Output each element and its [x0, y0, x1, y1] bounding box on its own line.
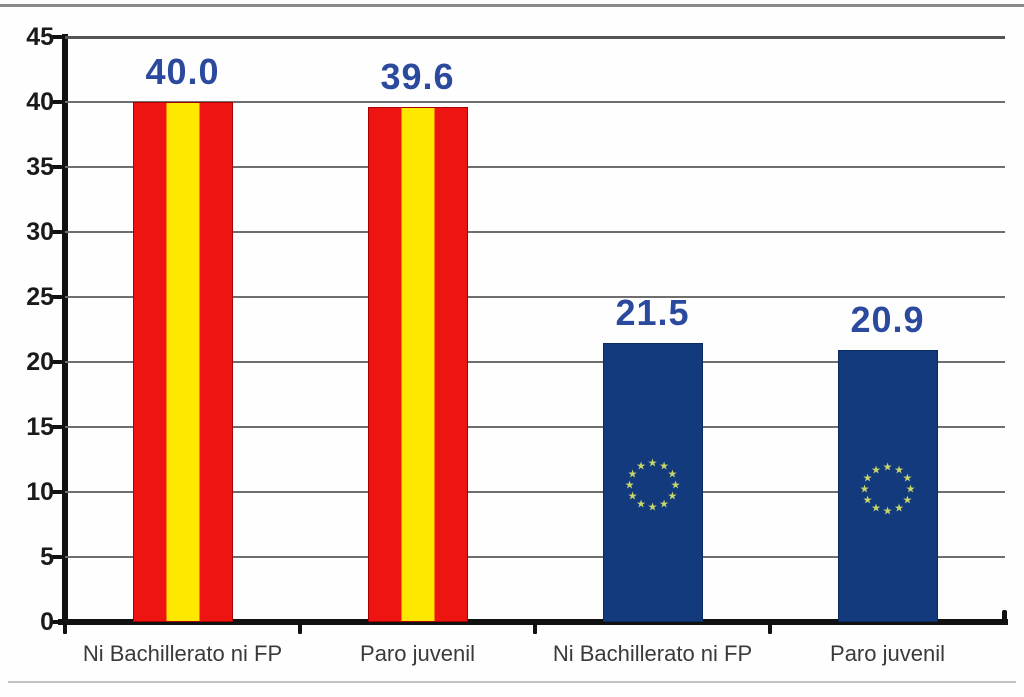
eu-star-icon: ★ — [667, 468, 678, 481]
x-axis-tick — [298, 624, 302, 634]
y-axis-tick — [50, 100, 63, 104]
y-axis-tick — [50, 425, 63, 429]
y-axis-tick-label: 25 — [26, 283, 54, 311]
gridline — [65, 101, 1005, 103]
eu-star-icon: ★ — [667, 490, 678, 503]
y-axis-tick-label: 45 — [26, 23, 54, 51]
bar-spain — [132, 102, 233, 622]
y-axis-tick-label: 35 — [26, 153, 54, 181]
y-axis-tick — [50, 360, 63, 364]
eu-star-icon: ★ — [627, 468, 638, 481]
gridline — [65, 36, 1005, 39]
y-axis-tick — [50, 295, 63, 299]
eu-star-icon: ★ — [636, 460, 646, 473]
bar-eu — [837, 350, 938, 622]
eu-star-icon: ★ — [636, 498, 646, 511]
eu-star-icon: ★ — [862, 494, 873, 507]
eu-star-icon: ★ — [659, 498, 669, 511]
y-axis-tick — [50, 35, 63, 39]
y-axis-line — [62, 34, 68, 625]
eu-star-icon: ★ — [882, 505, 893, 518]
gridline — [65, 231, 1005, 233]
x-axis-category-label: Paro juvenil — [830, 641, 945, 666]
x-axis-end-tick — [1002, 610, 1007, 622]
y-axis-tick-label: 40 — [26, 88, 54, 116]
eu-star-icon: ★ — [647, 457, 658, 470]
gridline — [65, 361, 1005, 363]
eu-star-icon: ★ — [627, 490, 638, 503]
y-axis-tick — [50, 490, 63, 494]
y-axis-tick — [50, 620, 63, 624]
x-axis-line — [58, 619, 1008, 625]
bar-value-label: 40.0 — [145, 51, 220, 92]
eu-star-icon: ★ — [902, 494, 913, 507]
y-axis-tick — [50, 555, 63, 559]
gridline — [65, 296, 1005, 298]
eu-star-icon: ★ — [871, 464, 881, 477]
x-axis-tick — [63, 624, 67, 634]
gridline — [65, 166, 1005, 168]
top-frame-line — [0, 4, 1024, 7]
x-axis-tick — [768, 624, 772, 634]
x-axis-category-label: Ni Bachillerato ni FP — [82, 641, 283, 666]
y-axis-tick-label: 0 — [40, 608, 54, 636]
eu-star-icon: ★ — [882, 461, 893, 474]
x-axis-category-label: Ni Bachillerato ni FP — [552, 641, 753, 666]
gridline — [65, 556, 1005, 558]
eu-star-icon: ★ — [624, 479, 635, 492]
bar-value-label: 39.6 — [380, 56, 455, 98]
bar-value-label: 20.9 — [850, 299, 925, 341]
eu-star-icon: ★ — [647, 501, 658, 514]
eu-star-icon: ★ — [659, 460, 669, 473]
eu-star-icon: ★ — [905, 483, 916, 496]
x-axis-category-label: Paro juvenil — [360, 641, 475, 666]
gridline — [65, 426, 1005, 428]
eu-star-icon: ★ — [894, 464, 904, 477]
x-axis-tick — [533, 624, 537, 634]
bar-eu — [602, 342, 703, 622]
eu-star-icon: ★ — [670, 479, 681, 492]
gridline — [65, 491, 1005, 493]
y-axis-tick-label: 20 — [26, 348, 54, 376]
y-axis-tick — [50, 165, 63, 169]
y-axis-tick — [50, 230, 63, 234]
eu-star-icon: ★ — [902, 472, 913, 485]
y-axis-tick-label: 30 — [26, 218, 54, 246]
eu-star-icon: ★ — [894, 502, 904, 515]
y-axis-tick-label: 15 — [26, 413, 54, 441]
bar-spain — [367, 107, 468, 622]
y-axis-tick-label: 5 — [40, 543, 54, 571]
y-axis-tick-label: 10 — [26, 478, 54, 506]
bar-value-label: 21.5 — [615, 291, 690, 333]
eu-star-icon: ★ — [862, 472, 873, 485]
eu-star-icon: ★ — [871, 502, 881, 515]
eu-star-icon: ★ — [859, 483, 870, 496]
bottom-frame-line — [8, 681, 1016, 683]
